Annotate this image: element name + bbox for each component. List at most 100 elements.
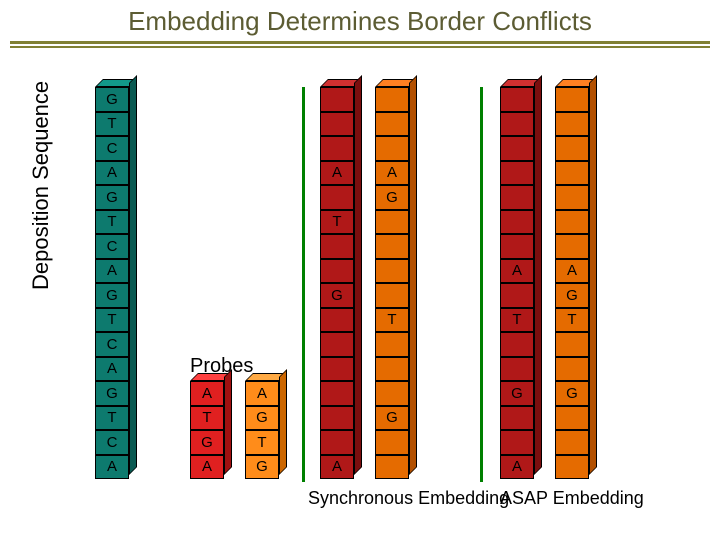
sync-label: Synchronous Embedding xyxy=(308,488,509,509)
cell xyxy=(320,112,354,137)
cell xyxy=(375,430,409,455)
cell: G xyxy=(95,283,129,308)
cell xyxy=(375,259,409,284)
diagram: Deposition Sequence Probes GTCAGTCAGTCAG… xyxy=(0,55,720,540)
cell xyxy=(375,210,409,235)
cell xyxy=(555,455,589,480)
separator xyxy=(480,87,483,482)
cell: C xyxy=(95,430,129,455)
cell xyxy=(375,381,409,406)
cell: T xyxy=(245,430,279,455)
cell xyxy=(320,87,354,112)
cell xyxy=(375,455,409,480)
rule-bot xyxy=(10,46,710,48)
cell xyxy=(320,234,354,259)
cell: G xyxy=(375,185,409,210)
cell xyxy=(555,210,589,235)
cell xyxy=(555,87,589,112)
cell xyxy=(375,112,409,137)
col-side xyxy=(589,75,597,475)
cell: C xyxy=(95,234,129,259)
cell: T xyxy=(95,112,129,137)
cell: A xyxy=(320,455,354,480)
cell xyxy=(555,136,589,161)
cell: A xyxy=(555,259,589,284)
cell: T xyxy=(95,308,129,333)
cell: T xyxy=(555,308,589,333)
cell xyxy=(320,185,354,210)
cell xyxy=(500,357,534,382)
cell: A xyxy=(95,259,129,284)
cell: T xyxy=(95,210,129,235)
cell: G xyxy=(95,185,129,210)
cell xyxy=(500,161,534,186)
cell xyxy=(555,430,589,455)
cell xyxy=(375,283,409,308)
cell: G xyxy=(500,381,534,406)
cell: A xyxy=(190,381,224,406)
cell: T xyxy=(190,406,224,431)
cell: A xyxy=(95,357,129,382)
rule-top xyxy=(10,41,710,44)
cell xyxy=(500,406,534,431)
cell: C xyxy=(95,136,129,161)
cell xyxy=(555,234,589,259)
cell xyxy=(320,381,354,406)
cell xyxy=(500,87,534,112)
cell: A xyxy=(320,161,354,186)
cell xyxy=(555,161,589,186)
cell: T xyxy=(500,308,534,333)
cell: G xyxy=(190,430,224,455)
cell xyxy=(500,112,534,137)
col-side xyxy=(279,369,287,475)
cell xyxy=(320,136,354,161)
cell xyxy=(555,357,589,382)
cell xyxy=(320,332,354,357)
col-side xyxy=(129,75,137,475)
cell xyxy=(500,185,534,210)
cell: A xyxy=(500,455,534,480)
cell: G xyxy=(95,87,129,112)
cell xyxy=(500,234,534,259)
cell xyxy=(500,136,534,161)
cell xyxy=(375,357,409,382)
cell xyxy=(320,259,354,284)
cell: G xyxy=(245,406,279,431)
cell xyxy=(320,406,354,431)
cell: T xyxy=(320,210,354,235)
cell: A xyxy=(245,381,279,406)
cell: A xyxy=(95,161,129,186)
cell: G xyxy=(555,381,589,406)
cell xyxy=(375,136,409,161)
cell: A xyxy=(500,259,534,284)
col-side xyxy=(224,369,232,475)
cell xyxy=(555,112,589,137)
cell xyxy=(555,185,589,210)
cell: G xyxy=(375,406,409,431)
cell xyxy=(500,210,534,235)
ylabel: Deposition Sequence xyxy=(28,81,54,290)
cell: G xyxy=(245,455,279,480)
col-side xyxy=(534,75,542,475)
cell: A xyxy=(375,161,409,186)
cell: T xyxy=(375,308,409,333)
asap-label: ASAP Embedding xyxy=(500,488,644,509)
cell xyxy=(320,357,354,382)
cell xyxy=(375,332,409,357)
cell xyxy=(500,430,534,455)
cell xyxy=(555,406,589,431)
separator xyxy=(302,87,305,482)
col-side xyxy=(409,75,417,475)
cell: G xyxy=(555,283,589,308)
cell: A xyxy=(95,455,129,480)
cell: G xyxy=(320,283,354,308)
page-title: Embedding Determines Border Conflicts xyxy=(0,0,720,41)
cell xyxy=(555,332,589,357)
cell: C xyxy=(95,332,129,357)
cell xyxy=(375,234,409,259)
cell: T xyxy=(95,406,129,431)
cell xyxy=(500,332,534,357)
cell: G xyxy=(95,381,129,406)
cell: A xyxy=(190,455,224,480)
cell xyxy=(320,308,354,333)
